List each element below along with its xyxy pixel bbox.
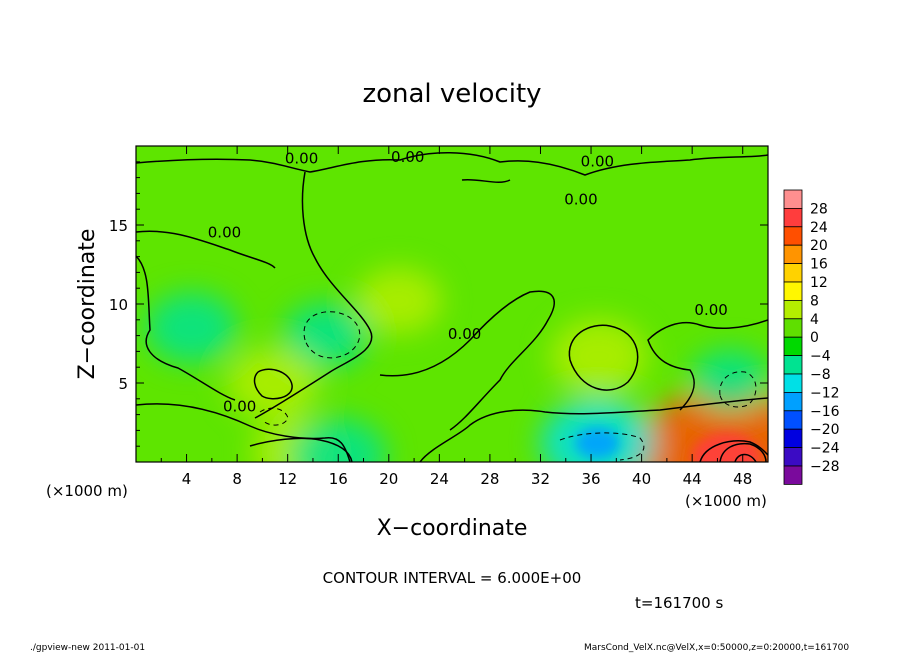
colorbar-segment bbox=[783, 336, 803, 357]
x-tick-label: 40 bbox=[632, 470, 651, 488]
field-region bbox=[145, 292, 238, 363]
colorbar-segment bbox=[783, 299, 803, 320]
x-axis-label: X−coordinate bbox=[377, 516, 528, 541]
negative-contours bbox=[259, 311, 757, 461]
colorbar-segment bbox=[783, 428, 803, 449]
plot-field: 0.00 0.00 0.00 0.00 0.00 0.00 0.00 0.00 bbox=[136, 146, 768, 462]
y-axis: 5 10 15 bbox=[109, 161, 768, 447]
colorbar-segment bbox=[783, 391, 803, 412]
colorbar-tick-label: 0 bbox=[810, 330, 819, 346]
x-unit-left: (×1000 m) bbox=[46, 482, 128, 500]
x-tick-label: 8 bbox=[232, 470, 242, 488]
colorbar-segment bbox=[783, 465, 803, 485]
x-tick-label: 12 bbox=[278, 470, 297, 488]
colorbar-tick-label: −24 bbox=[810, 441, 840, 457]
contour-label: 0.00 bbox=[448, 325, 481, 343]
colorbar-tick-label: 28 bbox=[810, 201, 828, 217]
colorbar-segment bbox=[783, 226, 803, 246]
colorbar-tick-label: 8 bbox=[810, 293, 819, 309]
y-tick-label: 5 bbox=[118, 375, 128, 393]
x-tick-label: 24 bbox=[430, 470, 449, 488]
colorbar-segment bbox=[783, 189, 803, 209]
colorbar-segment bbox=[783, 355, 803, 375]
colorbar-tick-label: 12 bbox=[810, 275, 828, 291]
colorbar: 28 24 20 16 12 8 4 0 −4 −8 −12 −16 −20 −24 −28 bbox=[783, 189, 840, 485]
field-core bbox=[575, 427, 620, 459]
field-region bbox=[550, 318, 648, 394]
colorbar-tick-label: 20 bbox=[810, 238, 828, 254]
x-tick-label: 16 bbox=[329, 470, 348, 488]
contour-label: 0.00 bbox=[223, 397, 256, 415]
colorbar-segment bbox=[783, 207, 803, 228]
time-stamp: t=161700 s bbox=[635, 594, 723, 612]
y-tick-label: 10 bbox=[109, 296, 128, 314]
field-region bbox=[226, 347, 319, 419]
colorbar-segment bbox=[783, 281, 803, 301]
x-unit-right: (×1000 m) bbox=[685, 492, 767, 510]
colorbar-segment bbox=[783, 318, 803, 338]
field-region bbox=[690, 349, 768, 411]
x-tick-label: 4 bbox=[182, 470, 192, 488]
x-tick-label: 32 bbox=[531, 470, 550, 488]
x-tick-label: 28 bbox=[480, 470, 499, 488]
contour-label: 0.00 bbox=[694, 301, 727, 319]
colorbar-tick-label: −28 bbox=[810, 459, 840, 475]
colorbar-segment bbox=[783, 244, 803, 264]
colorbar-segment bbox=[783, 410, 803, 430]
colorbar-tick-label: −4 bbox=[810, 349, 831, 365]
colorbar-tick-label: −16 bbox=[810, 404, 840, 420]
contour-interval: CONTOUR INTERVAL = 6.000E+00 bbox=[323, 569, 582, 587]
colorbar-segment bbox=[783, 263, 803, 283]
contour-label: 0.00 bbox=[391, 148, 424, 166]
x-tick-label: 36 bbox=[581, 470, 600, 488]
chart-title: zonal velocity bbox=[362, 79, 541, 109]
x-tick-label: 44 bbox=[683, 470, 702, 488]
contour-label: 0.00 bbox=[564, 190, 597, 208]
y-tick-label: 15 bbox=[109, 217, 128, 235]
colorbar-tick-label: −20 bbox=[810, 422, 840, 438]
colorbar-segment bbox=[783, 447, 803, 467]
x-tick-label: 20 bbox=[379, 470, 398, 488]
colorbar-tick-label: −12 bbox=[810, 385, 840, 401]
y-axis-label: Z−coordinate bbox=[75, 229, 100, 380]
zero-contours bbox=[136, 151, 768, 462]
colorbar-tick-label: 24 bbox=[810, 220, 828, 236]
colorbar-tick-label: 4 bbox=[810, 312, 819, 328]
contour-label: 0.00 bbox=[581, 153, 614, 171]
contour-label: 0.00 bbox=[208, 224, 241, 242]
positive-contours bbox=[568, 324, 767, 462]
footer-left: ./gpview-new 2011-01-01 bbox=[30, 643, 145, 653]
contour-label: 0.00 bbox=[285, 149, 318, 167]
x-axis: 4 8 12 16 20 24 28 32 36 40 44 48 bbox=[160, 146, 752, 488]
field-region bbox=[282, 302, 369, 369]
colorbar-segment bbox=[783, 373, 803, 393]
x-tick-label: 48 bbox=[733, 470, 752, 488]
colorbar-tick-label: −8 bbox=[810, 367, 831, 383]
colorbar-tick-label: 16 bbox=[810, 257, 828, 273]
footer-right: MarsCond_VelX.nc@VelX,x=0:50000,z=0:2000… bbox=[584, 643, 849, 653]
field-region bbox=[356, 267, 442, 334]
